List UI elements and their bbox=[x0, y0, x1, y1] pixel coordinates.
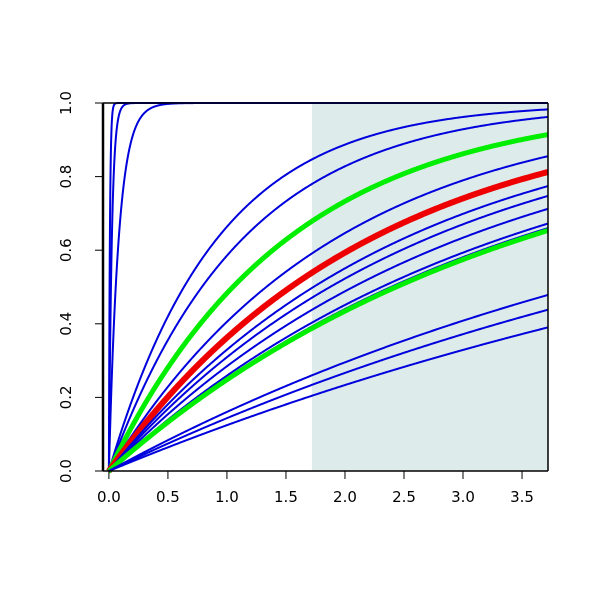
series-line-6 bbox=[106, 132, 549, 474]
shaded-region-layer bbox=[311, 103, 548, 471]
x-tick-label-7: 3.5 bbox=[510, 488, 534, 506]
series-line-5 bbox=[107, 115, 549, 472]
x-tick-label-6: 3.0 bbox=[451, 488, 475, 506]
y-tick-label-4: 0.8 bbox=[57, 165, 75, 189]
x-tick-label-3: 1.5 bbox=[274, 488, 298, 506]
series-line-14 bbox=[106, 228, 549, 474]
series-line-4 bbox=[107, 108, 549, 472]
series-line-17 bbox=[107, 326, 549, 472]
x-tick-label-4: 2.0 bbox=[333, 488, 357, 506]
y-tick-label-5: 1.0 bbox=[57, 91, 75, 115]
shaded-region bbox=[311, 103, 548, 471]
axes-layer: 0.0 0.5 1.0 1.5 2.0 2.5 3.0 3.5 0.0 0.2 0.4 0.6 0.8 1… bbox=[57, 91, 549, 506]
y-tick-label-1: 0.2 bbox=[57, 385, 75, 409]
y-tick-label-3: 0.6 bbox=[57, 238, 75, 262]
curves-layer bbox=[105, 102, 550, 474]
x-tick-label-1: 0.5 bbox=[156, 488, 180, 506]
y-tick-label-2: 0.4 bbox=[57, 312, 75, 336]
x-tick-label-0: 0.0 bbox=[97, 488, 121, 506]
x-tick-label-5: 2.5 bbox=[392, 488, 416, 506]
x-tick-label-2: 1.0 bbox=[215, 488, 239, 506]
y-tick-label-0: 0.0 bbox=[57, 459, 75, 483]
series-line-8 bbox=[105, 169, 550, 474]
